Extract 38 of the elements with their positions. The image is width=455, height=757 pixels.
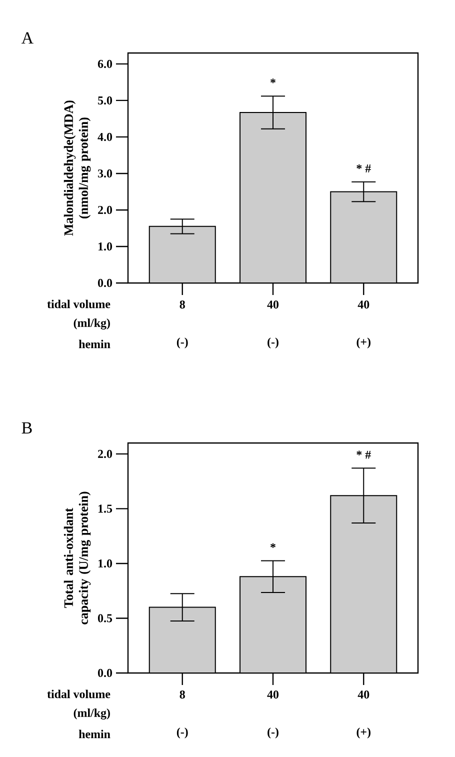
text: hemin xyxy=(78,730,110,738)
y-tick-label: 5.0 xyxy=(98,96,112,105)
y-tick-label: 3.0 xyxy=(98,169,112,178)
y-tick-label: 2.0 xyxy=(98,206,112,214)
y-tick-label: 4.0 xyxy=(98,132,112,142)
text: (+) xyxy=(356,728,370,738)
y-tick-label: 1.0 xyxy=(98,242,112,251)
y-tick-label: 0.5 xyxy=(98,614,112,622)
y-axis-title: Malondialdehyde(MDA) (nmol/mg protein) xyxy=(64,100,91,236)
text: hemin xyxy=(78,340,110,348)
text: tidal volume xyxy=(47,690,110,698)
y-tick-label: 1.5 xyxy=(98,504,112,513)
annotation: * xyxy=(270,543,276,548)
text: (+) xyxy=(356,338,370,348)
annotation: * # xyxy=(356,450,371,459)
x-tick-label: 40 xyxy=(267,300,279,309)
chart-title: B xyxy=(22,422,32,434)
x-tick-label: 8 xyxy=(180,300,185,309)
text: (-) xyxy=(268,338,278,348)
chart-title: A xyxy=(21,32,34,44)
x-tick-label: 40 xyxy=(358,300,370,309)
y-tick-label: 6.0 xyxy=(98,60,112,68)
y-tick-label: 0.0 xyxy=(98,278,112,288)
y-tick-label: 0.0 xyxy=(98,668,112,678)
x-tick-label: 40 xyxy=(267,690,279,699)
text: (ml/kg) xyxy=(74,318,110,330)
x-tick-label: 40 xyxy=(358,690,370,699)
text: (ml/kg) xyxy=(74,708,110,720)
y-tick-label: 2.0 xyxy=(98,450,112,458)
text: (-) xyxy=(176,338,188,348)
y-tick-label: 1.0 xyxy=(98,559,112,568)
text: (-) xyxy=(176,728,188,738)
text: tidal volume xyxy=(47,300,110,308)
annotation: * xyxy=(270,78,276,84)
text: (-) xyxy=(268,728,278,738)
y-axis-title: Total anti-oxidant capacity (U/mg protein) xyxy=(64,492,91,624)
x-tick-label: 8 xyxy=(180,690,185,699)
annotation: * # xyxy=(356,164,371,172)
